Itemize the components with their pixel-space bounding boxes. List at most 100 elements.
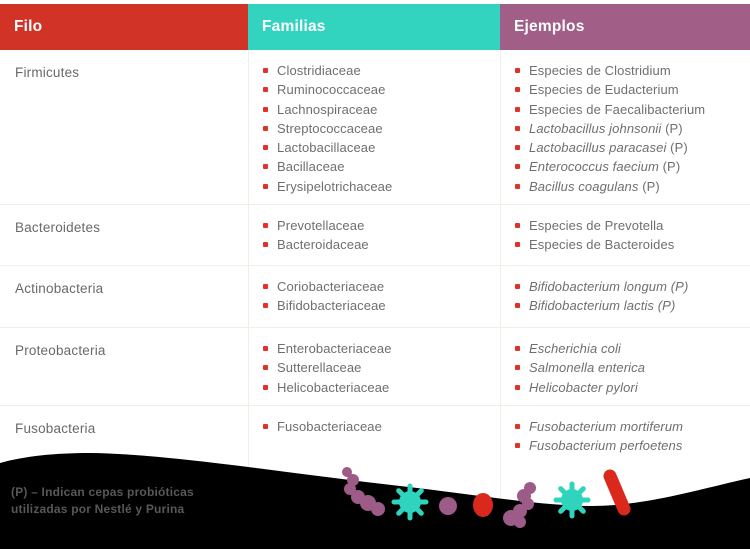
example-item: Especies de Eudacterium [515, 80, 742, 99]
example-item: Escherichia coli [515, 339, 742, 358]
example-item: Especies de Prevotella [515, 216, 742, 235]
item-text: Especies de Prevotella [529, 218, 664, 234]
bullet-icon [263, 303, 268, 309]
example-item: Especies de Clostridium [515, 61, 742, 80]
example-item: Lactobacillus paracasei (P) [515, 138, 742, 157]
family-item: Enterobacteriaceae [263, 339, 492, 358]
bullet-icon [515, 164, 520, 170]
family-item: Helicobacteriaceae [263, 378, 492, 397]
family-item: Lachnospiraceae [263, 100, 492, 119]
item-text: Especies de Bacteroides [529, 237, 675, 253]
example-item: Enterococcus faecium (P) [515, 157, 742, 176]
family-item: Ruminococcaceae [263, 80, 492, 99]
bullet-icon [263, 284, 268, 290]
phylum-label: Fusobacteria [15, 420, 96, 436]
bullet-icon [263, 125, 268, 131]
item-text: Bacteroidaceae [277, 237, 369, 253]
bullet-icon [263, 423, 268, 429]
family-item: Coriobacteriaceae [263, 277, 492, 296]
footnote: (P) – Indican cepas probióticas utilizad… [11, 484, 194, 517]
family-item: Erysipelotrichaceae [263, 177, 492, 196]
table-row: Firmicutes Clostridiaceae Ruminococcaceae L… [0, 50, 750, 206]
phylum-label: Bacteroidetes [15, 220, 101, 236]
item-text: Streptococcaceae [277, 120, 383, 136]
item-text: Lactobacillus paracasei [529, 140, 667, 156]
item-text: Enterobacteriaceae [277, 341, 392, 357]
item-text: Bifidobacteriaceae [277, 298, 386, 314]
bullet-icon [263, 106, 268, 112]
item-text: Bifidobacterium longum (P) [529, 279, 689, 295]
item-text: Fusobacterium perfoetens [529, 438, 683, 454]
bullet-icon [263, 183, 268, 189]
item-text: Lachnospiraceae [277, 101, 378, 117]
table-header: Filo Familias Ejemplos [0, 4, 750, 50]
table-row: Actinobacteria Coriobacteriaceae Bifidobac… [0, 266, 750, 329]
item-text: Fusobacterium mortiferum [529, 418, 684, 434]
example-item: Especies de Faecalibacterium [515, 100, 742, 119]
family-item: Sutterellaceae [263, 358, 492, 377]
item-text: Enterococcus faecium [529, 159, 659, 175]
item-text: Helicobacter pylori [529, 379, 638, 395]
table-row: Bacteroidetes Prevotellaceae Bacteroidacea… [0, 205, 750, 267]
item-text: Clostridiaceae [277, 63, 361, 78]
table-row: Fusobacteria Fusobacteriaceae Fusobacteriu… [0, 405, 750, 549]
bullet-icon [263, 87, 268, 93]
bullet-icon [263, 223, 268, 229]
item-suffix: (P) [666, 140, 688, 156]
item-text: Especies de Eudacterium [529, 82, 679, 98]
table-row: Proteobacteria Enterobacteriaceae Sutterel… [0, 328, 750, 406]
bullet-icon [515, 346, 520, 352]
bullet-icon [263, 68, 268, 73]
bullet-icon [263, 384, 268, 390]
item-suffix: (P) [638, 178, 660, 194]
footnote-line-1: (P) – Indican cepas probióticas [11, 485, 194, 499]
item-text: Erysipelotrichaceae [277, 178, 393, 194]
item-text: Helicobacteriaceae [277, 379, 390, 395]
example-item: Bifidobacterium longum (P) [515, 277, 742, 296]
item-text: Coriobacteriaceae [277, 279, 385, 295]
example-item: Salmonella enterica [515, 358, 742, 377]
example-item: Lactobacillus johnsonii (P) [515, 119, 742, 138]
family-item: Lactobacillaceae [263, 138, 492, 157]
item-text: Bacillus coagulans [529, 178, 639, 194]
example-item: Fusobacterium perfoetens [515, 436, 742, 455]
item-text: Salmonella enterica [529, 360, 646, 376]
bullet-icon [515, 284, 520, 290]
family-item: Streptococcaceae [263, 119, 492, 138]
item-text: Escherichia coli [529, 341, 621, 357]
family-item: Clostridiaceae [263, 61, 492, 80]
item-text: Lactobacillaceae [277, 140, 376, 156]
bullet-icon [263, 365, 268, 371]
bullet-icon [263, 242, 268, 248]
footnote-line-2: utilizadas por Nestlé y Purina [11, 501, 185, 516]
item-suffix: (P) [658, 159, 681, 175]
example-item: Helicobacter pylori [515, 378, 742, 397]
item-text: Fusobacteriaceae [277, 418, 382, 434]
bullet-icon [515, 365, 520, 371]
item-suffix: (P) [661, 120, 683, 136]
item-text: Lactobacillus johnsonii [529, 120, 662, 136]
example-item: Fusobacterium mortiferum [515, 417, 742, 436]
bullet-icon [515, 145, 520, 151]
item-text: Bifidobacterium lactis (P) [529, 298, 676, 314]
item-text: Prevotellaceae [277, 218, 365, 234]
example-item: Bacillus coagulans (P) [515, 177, 742, 196]
family-item: Bacteroidaceae [263, 235, 492, 254]
example-item: Especies de Bacteroides [515, 235, 742, 254]
bullet-icon [263, 164, 268, 170]
bullet-icon [515, 223, 520, 229]
bullet-icon [515, 303, 520, 309]
bullet-icon [515, 423, 520, 429]
column-header-filo: Filo [0, 4, 248, 50]
item-text: Especies de Clostridium [529, 63, 671, 78]
bullet-icon [515, 125, 520, 131]
bullet-icon [515, 87, 520, 93]
family-item: Fusobacteriaceae [263, 417, 492, 436]
bullet-icon [263, 145, 268, 151]
item-text: Ruminococcaceae [277, 82, 386, 98]
bullet-icon [515, 68, 520, 73]
bullet-icon [515, 183, 520, 189]
column-header-ejemplos: Ejemplos [500, 4, 750, 50]
phylum-label: Proteobacteria [15, 343, 106, 359]
